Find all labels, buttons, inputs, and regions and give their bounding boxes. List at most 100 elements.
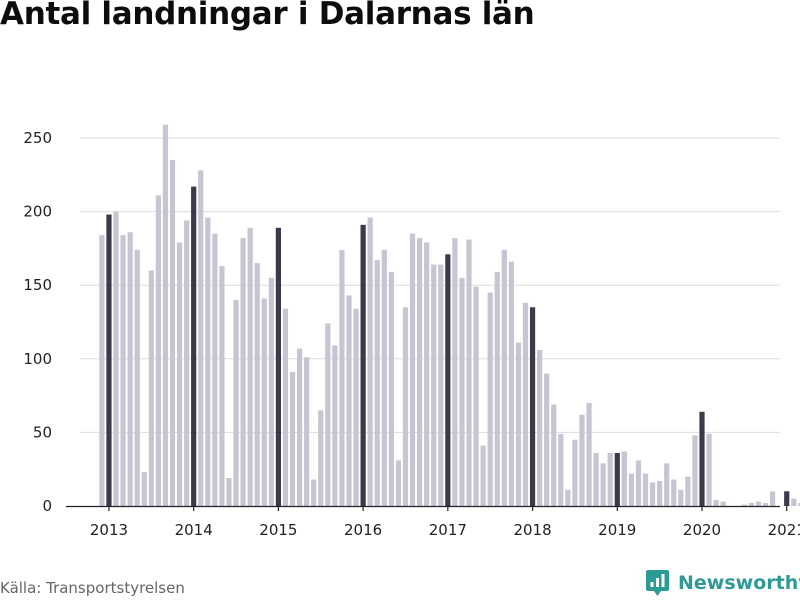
bar	[706, 433, 712, 506]
bar	[417, 238, 423, 506]
bar	[402, 307, 409, 506]
bar	[572, 439, 578, 506]
x-tick-label: 2013	[90, 521, 128, 539]
bar	[162, 124, 169, 506]
bar	[205, 217, 211, 507]
bar	[374, 260, 380, 506]
bar	[318, 410, 324, 506]
bar	[395, 460, 402, 506]
bar	[120, 235, 126, 506]
bar	[642, 473, 649, 506]
bar	[438, 264, 444, 506]
y-tick-label: 0	[42, 497, 52, 515]
bar	[240, 238, 246, 506]
x-tick-label: 2016	[344, 521, 382, 539]
bar	[508, 261, 514, 506]
bar	[621, 451, 627, 506]
bar	[346, 295, 352, 506]
bar	[522, 302, 529, 506]
bar	[791, 498, 797, 506]
bar	[289, 372, 296, 506]
bar	[607, 453, 613, 506]
x-tick-label: 2021	[768, 521, 800, 539]
bar	[762, 503, 769, 506]
x-tick-label: 2019	[598, 521, 636, 539]
bar	[191, 186, 197, 506]
bar	[388, 271, 394, 506]
bar	[445, 254, 451, 506]
bar	[741, 504, 747, 506]
bar	[720, 501, 726, 506]
bar	[431, 264, 437, 506]
bar	[544, 373, 550, 506]
brand-name: Newsworthy	[678, 572, 800, 594]
bar	[268, 277, 274, 506]
bar	[212, 233, 218, 506]
bar	[254, 263, 260, 506]
bar	[770, 491, 776, 506]
y-tick-label: 250	[23, 129, 52, 147]
bar	[296, 348, 303, 506]
bar	[261, 298, 267, 506]
bar	[529, 307, 536, 506]
bar	[409, 233, 416, 506]
bar	[487, 292, 493, 506]
bar	[141, 472, 147, 506]
chart-title: Antal landningar i Dalarnas län	[0, 0, 535, 32]
grid-lines	[80, 137, 780, 433]
bar	[593, 453, 599, 506]
newsworthy-logo-icon	[646, 570, 669, 596]
bar	[325, 323, 331, 506]
bar	[614, 453, 620, 506]
bar	[106, 214, 112, 507]
bar	[275, 227, 281, 507]
bar	[480, 445, 486, 506]
bar	[494, 271, 500, 506]
bar	[304, 357, 310, 506]
y-axis-tick-labels: 0 50 100 150 200 250	[23, 129, 52, 515]
bar	[332, 345, 338, 506]
bar	[699, 411, 705, 506]
bar	[247, 227, 253, 507]
y-tick-label: 200	[23, 203, 52, 221]
bar	[649, 482, 656, 506]
bar	[452, 238, 458, 506]
bar	[148, 270, 154, 506]
bar	[586, 402, 592, 506]
bar	[219, 266, 225, 506]
x-tick-label: 2015	[259, 521, 297, 539]
bar	[466, 239, 472, 506]
bar	[113, 211, 119, 506]
bars	[99, 124, 800, 507]
source-note: Källa: Transportstyrelsen	[0, 579, 185, 597]
bar	[798, 503, 800, 506]
bar	[282, 308, 289, 506]
bar	[579, 414, 585, 506]
bar	[339, 249, 345, 506]
bar-chart: 0 50 100 150 200 250 2013 2014 2015 2016 2017 2018…	[23, 124, 800, 539]
bar	[565, 489, 571, 506]
bar	[537, 349, 543, 506]
bar	[127, 232, 133, 506]
bar	[381, 249, 387, 506]
bar	[134, 249, 140, 506]
bar	[755, 501, 762, 506]
bar	[628, 473, 634, 506]
x-axis: 2013201420152016201720182019202020212022	[66, 505, 800, 539]
y-tick-label: 150	[23, 276, 52, 294]
brand-logo: Newsworthy	[645, 568, 800, 598]
x-tick-label: 2020	[683, 521, 721, 539]
bar	[748, 503, 755, 506]
bar	[198, 170, 204, 506]
bar	[367, 217, 373, 507]
bar	[784, 491, 790, 506]
bar	[635, 460, 642, 506]
y-tick-label: 50	[33, 423, 52, 441]
bar	[501, 249, 507, 506]
bar	[713, 500, 719, 506]
bar	[360, 224, 366, 506]
x-tick-label: 2014	[175, 521, 213, 539]
bar	[692, 435, 698, 506]
bar	[459, 277, 465, 506]
bar	[678, 489, 684, 506]
